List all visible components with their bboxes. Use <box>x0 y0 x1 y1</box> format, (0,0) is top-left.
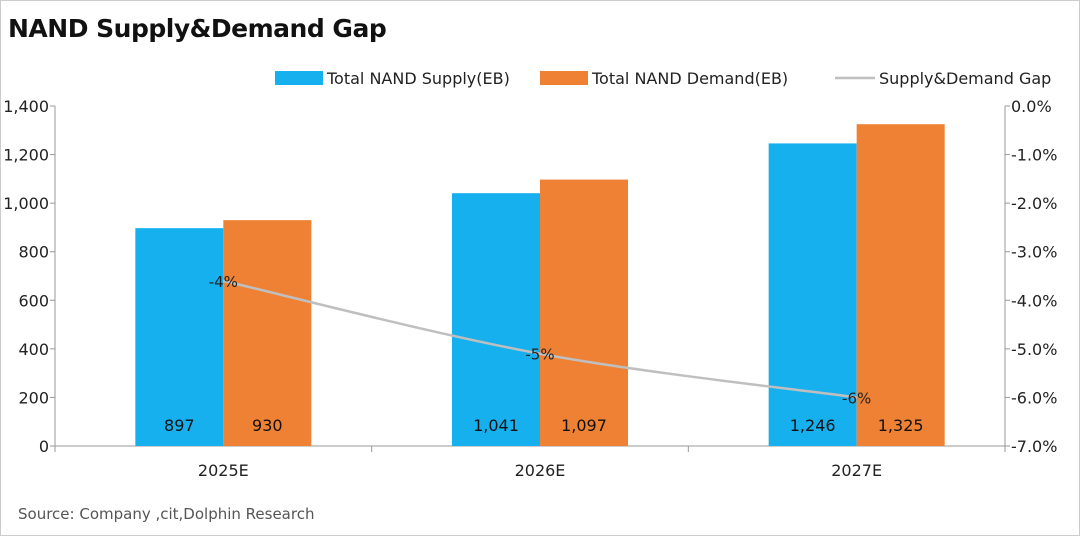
left-tick-label: 800 <box>18 243 49 262</box>
left-tick-label: 1,000 <box>3 194 49 213</box>
legend-label: Supply&Demand Gap <box>879 69 1051 88</box>
bar-data-label: 1,325 <box>878 416 924 435</box>
source-note: Source: Company ,cit,Dolphin Research <box>18 505 315 523</box>
bar-demand <box>856 124 945 446</box>
left-tick-label: 600 <box>18 291 49 310</box>
left-tick-label: 1,200 <box>3 146 49 165</box>
bar-data-label: 1,246 <box>790 416 836 435</box>
legend-label: Total NAND Supply(EB) <box>326 69 510 88</box>
gap-line <box>223 279 857 399</box>
legend-swatch <box>275 71 323 85</box>
right-tick-label: -6.0% <box>1011 388 1057 407</box>
right-tick-label: -3.0% <box>1011 243 1057 262</box>
gap-data-label: -6% <box>842 389 871 407</box>
legend-swatch <box>540 71 588 85</box>
bar-supply <box>135 228 224 446</box>
right-tick-label: -4.0% <box>1011 291 1057 310</box>
right-tick-label: -2.0% <box>1011 194 1057 213</box>
bar-data-label: 930 <box>252 416 283 435</box>
x-tick-label: 2027E <box>831 461 882 480</box>
legend-label: Total NAND Demand(EB) <box>591 69 788 88</box>
bar-supply <box>452 193 540 446</box>
right-tick-label: -1.0% <box>1011 146 1057 165</box>
bar-data-label: 1,097 <box>561 416 607 435</box>
bar-data-label: 897 <box>164 416 195 435</box>
bar-demand <box>540 179 628 447</box>
gap-data-label: -4% <box>209 273 238 291</box>
right-tick-label: 0.0% <box>1011 97 1052 116</box>
left-tick-label: 200 <box>18 388 49 407</box>
chart-title: NAND Supply&Demand Gap <box>8 14 387 43</box>
gap-data-label: -5% <box>525 346 554 364</box>
left-tick-label: 400 <box>18 340 49 359</box>
left-tick-label: 0 <box>39 437 49 456</box>
right-tick-label: -7.0% <box>1011 437 1057 456</box>
x-tick-label: 2026E <box>515 461 566 480</box>
bar-demand <box>223 220 312 446</box>
x-tick-label: 2025E <box>198 461 249 480</box>
right-tick-label: -5.0% <box>1011 340 1057 359</box>
bar-data-label: 1,041 <box>473 416 519 435</box>
left-tick-label: 1,400 <box>3 97 49 116</box>
